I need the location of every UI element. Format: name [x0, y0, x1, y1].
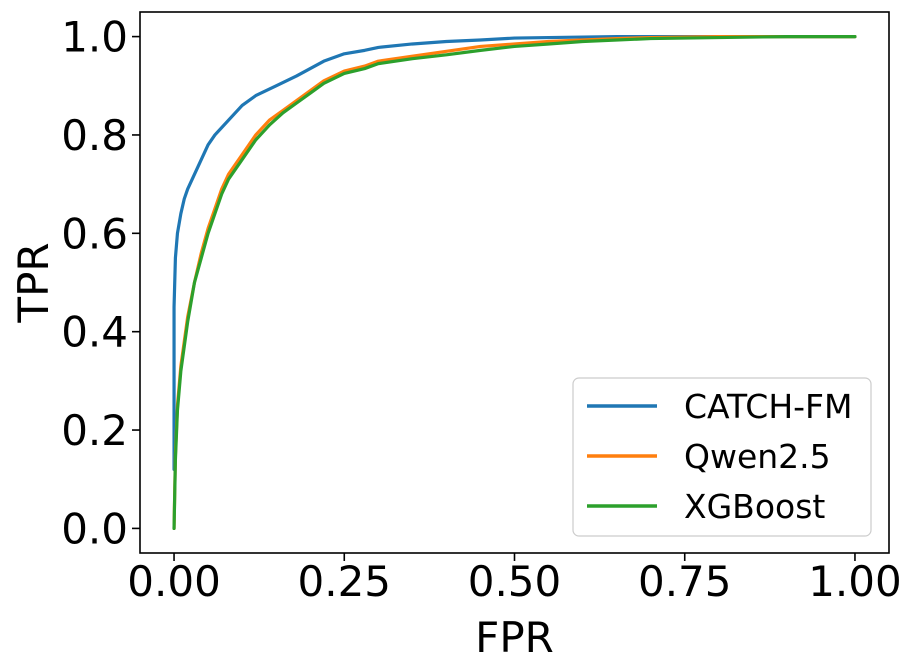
legend-items: CATCH-FM Qwen2.5 XGBoost	[587, 387, 853, 526]
y-tick-label: 0.4	[61, 308, 128, 357]
x-tick-label: 0.75	[638, 557, 732, 606]
y-tick-label: 0.6	[61, 209, 128, 258]
y-tick-label: 0.8	[61, 111, 128, 160]
x-tick-label: 1.00	[808, 557, 902, 606]
x-tick-label: 0.25	[298, 557, 392, 606]
y-axis-ticks: 0.0 0.2 0.4 0.6 0.8 1.0	[61, 13, 140, 553]
series-line-xgboost	[172, 34, 857, 531]
legend-label: XGBoost	[684, 487, 825, 526]
y-tick-label: 0.2	[61, 406, 128, 455]
y-axis-label: TPR	[9, 242, 58, 323]
x-axis-ticks: 0.00 0.25 0.50 0.75 1.00	[127, 553, 902, 606]
legend: CATCH-FM Qwen2.5 XGBoost	[572, 377, 872, 537]
legend-box	[572, 377, 872, 537]
y-tick-label: 1.0	[61, 13, 128, 62]
x-tick-label: 0.50	[468, 557, 562, 606]
series-group	[172, 34, 857, 531]
legend-label: CATCH-FM	[684, 387, 853, 426]
y-tick-label: 0.0	[61, 504, 128, 553]
plot-area	[139, 11, 890, 554]
series-line-catch-fm	[172, 34, 857, 471]
x-tick-label: 0.00	[127, 557, 221, 606]
x-axis-label: FPR	[475, 613, 554, 662]
legend-label: Qwen2.5	[684, 437, 831, 476]
